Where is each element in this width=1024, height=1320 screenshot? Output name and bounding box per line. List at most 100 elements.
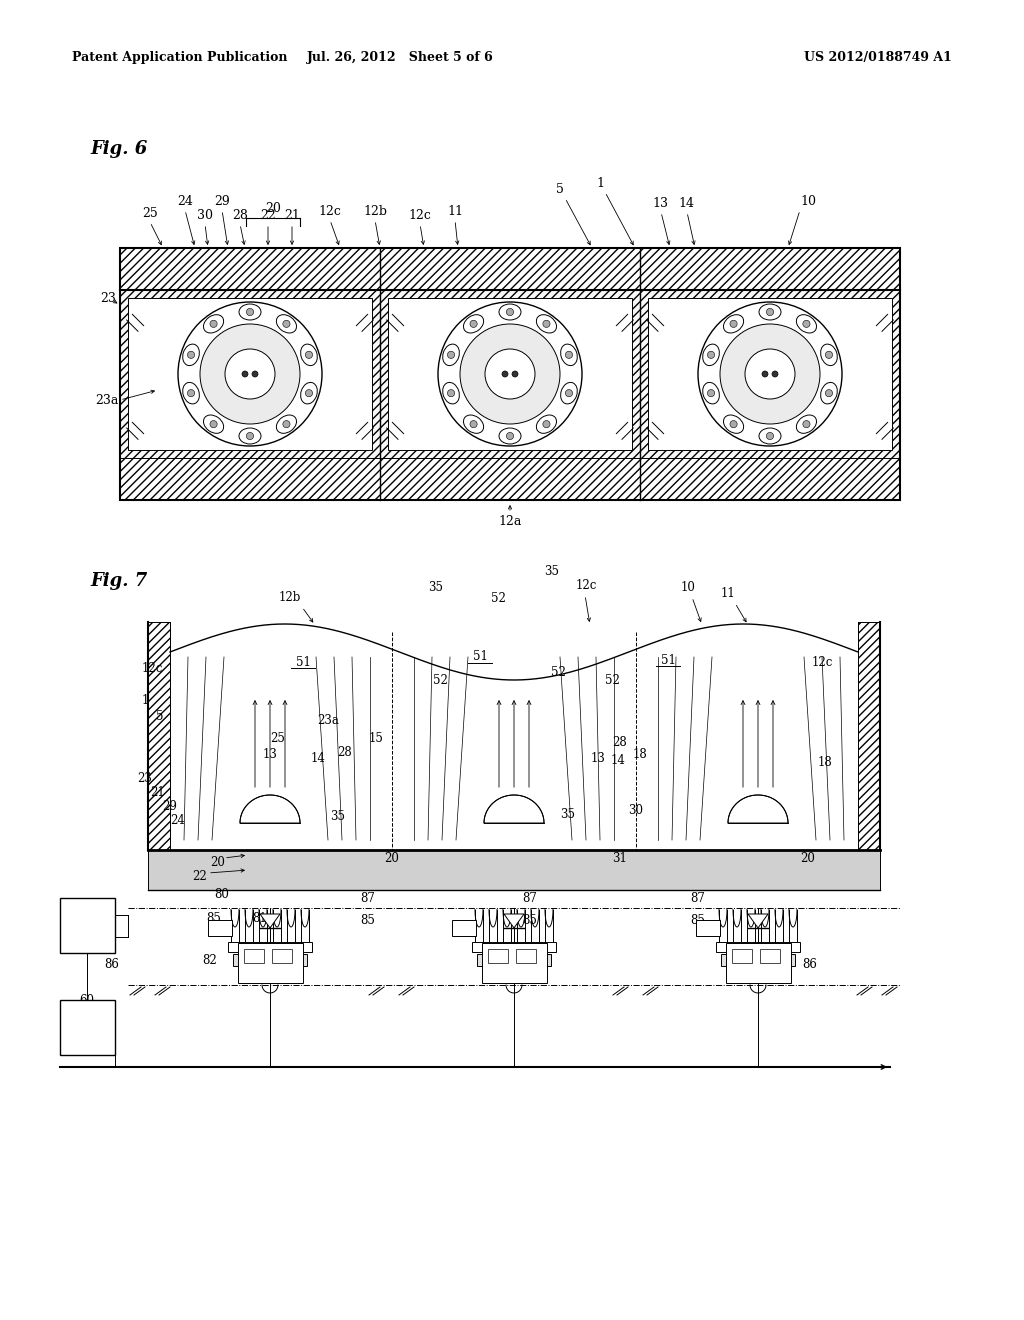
Text: 15: 15 xyxy=(369,731,383,744)
Ellipse shape xyxy=(442,383,460,404)
Text: 12b: 12b xyxy=(362,205,387,218)
Polygon shape xyxy=(484,795,544,822)
Text: 12c: 12c xyxy=(409,209,431,222)
Circle shape xyxy=(242,371,248,378)
Text: 52: 52 xyxy=(432,673,447,686)
Text: 11: 11 xyxy=(447,205,463,218)
Text: 28: 28 xyxy=(612,735,628,748)
Text: 12c: 12c xyxy=(811,656,833,668)
Text: 29: 29 xyxy=(214,195,229,209)
Ellipse shape xyxy=(724,414,743,433)
Circle shape xyxy=(502,371,508,378)
Text: 87: 87 xyxy=(522,891,538,904)
Circle shape xyxy=(720,323,820,424)
Text: 20: 20 xyxy=(211,855,225,869)
Text: 29: 29 xyxy=(163,800,177,813)
Text: 12c: 12c xyxy=(575,579,597,591)
Text: 81: 81 xyxy=(253,912,267,924)
Text: 13: 13 xyxy=(262,748,278,762)
Text: 23a: 23a xyxy=(317,714,339,726)
Circle shape xyxy=(565,351,572,359)
Text: 22: 22 xyxy=(260,209,275,222)
Bar xyxy=(148,850,880,890)
Bar xyxy=(472,942,556,952)
Text: 1: 1 xyxy=(141,693,148,706)
Bar xyxy=(128,298,372,450)
Circle shape xyxy=(283,321,290,327)
Polygon shape xyxy=(728,795,788,822)
Bar xyxy=(481,942,547,983)
Text: 20: 20 xyxy=(385,851,399,865)
Bar xyxy=(858,622,880,850)
Text: 1: 1 xyxy=(596,177,604,190)
Text: 18: 18 xyxy=(633,747,647,760)
Ellipse shape xyxy=(820,383,838,404)
Circle shape xyxy=(708,389,715,397)
Text: 52: 52 xyxy=(551,665,565,678)
Polygon shape xyxy=(504,913,524,928)
Text: 5: 5 xyxy=(556,183,564,195)
Ellipse shape xyxy=(204,314,223,333)
Bar xyxy=(760,949,779,964)
Polygon shape xyxy=(260,913,280,928)
Ellipse shape xyxy=(499,304,521,319)
Text: 23: 23 xyxy=(137,771,153,784)
Circle shape xyxy=(200,323,300,424)
Text: 35: 35 xyxy=(428,581,443,594)
Bar xyxy=(731,949,752,964)
Text: 20: 20 xyxy=(801,851,815,865)
Text: 21: 21 xyxy=(284,209,300,222)
Text: 12a: 12a xyxy=(499,515,521,528)
Ellipse shape xyxy=(797,414,816,433)
Text: 83: 83 xyxy=(255,972,269,985)
Text: 14: 14 xyxy=(610,754,626,767)
Text: US 2012/0188749 A1: US 2012/0188749 A1 xyxy=(804,51,952,65)
Ellipse shape xyxy=(702,383,720,404)
Circle shape xyxy=(762,371,768,378)
Circle shape xyxy=(447,389,455,397)
Ellipse shape xyxy=(759,304,781,319)
Text: 13: 13 xyxy=(652,197,668,210)
Bar xyxy=(271,949,292,964)
Text: 22: 22 xyxy=(193,870,208,883)
Bar xyxy=(487,949,508,964)
Circle shape xyxy=(708,351,715,359)
Ellipse shape xyxy=(239,428,261,444)
Text: 35: 35 xyxy=(560,808,575,821)
Circle shape xyxy=(825,351,833,359)
Circle shape xyxy=(772,371,778,378)
Bar xyxy=(208,920,232,936)
Text: 14: 14 xyxy=(678,197,694,210)
Bar xyxy=(388,298,632,450)
Text: 82: 82 xyxy=(203,953,217,966)
Text: 18: 18 xyxy=(817,755,833,768)
Text: 80: 80 xyxy=(215,888,229,902)
Ellipse shape xyxy=(182,383,200,404)
Text: 85: 85 xyxy=(360,913,376,927)
Text: 5: 5 xyxy=(157,710,164,722)
Bar xyxy=(238,942,302,983)
Text: 35: 35 xyxy=(331,809,345,822)
Bar xyxy=(648,298,892,450)
Text: 12b: 12b xyxy=(279,591,301,605)
Circle shape xyxy=(745,348,795,399)
Bar xyxy=(452,920,476,936)
Bar xyxy=(233,954,307,966)
Ellipse shape xyxy=(276,314,297,333)
Ellipse shape xyxy=(301,383,317,404)
Text: 70: 70 xyxy=(80,933,94,946)
Ellipse shape xyxy=(537,314,556,333)
Text: 11: 11 xyxy=(721,587,735,601)
Bar xyxy=(696,920,720,936)
Text: 85: 85 xyxy=(522,913,538,927)
Ellipse shape xyxy=(560,383,578,404)
Circle shape xyxy=(766,309,773,315)
Text: 10: 10 xyxy=(800,195,816,209)
Bar xyxy=(120,248,900,500)
Circle shape xyxy=(178,302,322,446)
Ellipse shape xyxy=(724,314,743,333)
Text: 52: 52 xyxy=(604,673,620,686)
Text: 10: 10 xyxy=(681,581,695,594)
Text: 14: 14 xyxy=(310,751,326,764)
Bar xyxy=(120,290,380,458)
